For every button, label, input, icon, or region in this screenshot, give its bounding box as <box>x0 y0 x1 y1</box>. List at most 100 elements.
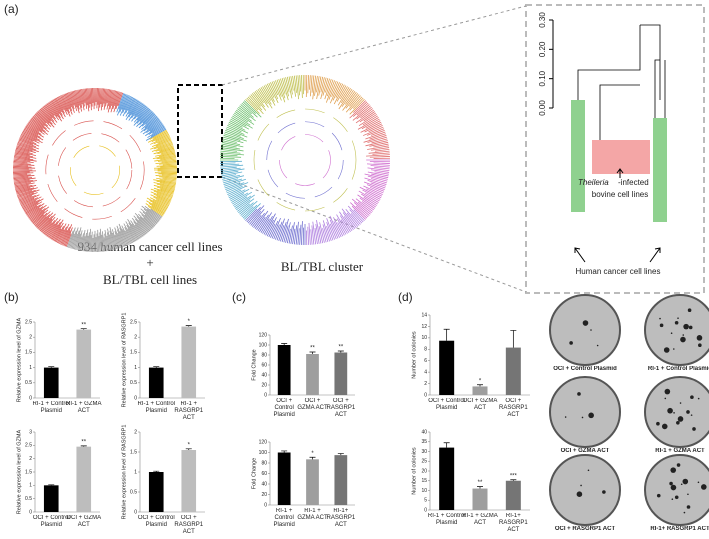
tree-leaf <box>234 194 255 209</box>
tree-leaf <box>99 88 102 108</box>
tree-leaf <box>36 214 51 228</box>
tree-leaf <box>15 150 36 156</box>
tree-leaf <box>20 134 40 144</box>
tree-leaf <box>48 102 63 122</box>
tree-leaf <box>301 75 303 98</box>
tree-leaf <box>365 140 388 147</box>
tree-leaf <box>90 231 93 252</box>
colony <box>697 397 700 400</box>
x-tick-label: RI-1 + GZMA ACT <box>462 513 498 526</box>
tree-leaf <box>43 220 56 235</box>
tree-leaf <box>65 93 72 108</box>
tree-leaf <box>349 101 368 119</box>
tree-leaf <box>23 198 44 211</box>
tree-leaf <box>224 131 244 140</box>
x-tick-label: OCI + Control Plasmid <box>32 515 70 528</box>
tree-leaf <box>76 233 81 251</box>
human-label: Human cancer cell lines <box>576 267 661 276</box>
tree-leaf <box>366 128 385 136</box>
bar <box>472 386 488 395</box>
tree-leaf <box>38 109 53 125</box>
colony <box>672 348 675 350</box>
tree-leaf <box>154 172 177 175</box>
tree-leaf <box>109 234 114 251</box>
tree-leaf <box>117 233 124 248</box>
tree-leaf <box>129 226 139 240</box>
y-tick-label: 12 <box>421 324 427 330</box>
tree-leaf <box>237 198 255 212</box>
tree-leaf <box>249 210 262 225</box>
tree-leaf <box>260 87 272 105</box>
tree-leaf <box>22 200 37 209</box>
y-tick-label: 60 <box>261 362 267 368</box>
tree-leaf <box>227 189 242 197</box>
tree-leaf <box>147 208 161 220</box>
colony <box>588 412 594 419</box>
tree-leaf <box>106 89 112 110</box>
tree-leaf <box>292 75 297 97</box>
tree-leaf <box>367 175 388 182</box>
tree-leaf <box>240 200 258 216</box>
plate <box>644 454 709 526</box>
tree-leaf <box>367 179 386 187</box>
colony <box>587 469 590 472</box>
tree-leaf <box>368 150 390 154</box>
tree-leaf <box>153 141 173 150</box>
tree-leaf <box>156 196 171 203</box>
tree-leaf <box>233 196 248 206</box>
tree-leaf <box>84 229 89 252</box>
tree-leaf <box>245 208 258 222</box>
plate <box>549 454 621 526</box>
tree-leaf <box>100 88 104 111</box>
tree-leaf <box>278 79 286 99</box>
tree-leaf <box>361 193 378 205</box>
colony <box>576 491 583 498</box>
tree-leaf <box>160 185 175 190</box>
tree-leaf <box>148 203 165 214</box>
tree-leaf <box>138 219 150 233</box>
tree-leaf <box>119 227 128 246</box>
y-tick-label: 14 <box>421 312 427 318</box>
tick-label: 0.20 <box>538 41 547 57</box>
tree-leaf <box>126 224 137 242</box>
tree-leaf <box>241 102 258 118</box>
tree-leaf <box>256 89 269 108</box>
bar <box>439 340 455 395</box>
significance: * <box>311 451 314 457</box>
tree-leaf <box>153 193 172 202</box>
tree-leaf <box>18 192 35 200</box>
tree-leaf <box>359 186 382 199</box>
tree-leaf <box>119 94 128 113</box>
tree-leaf <box>312 75 317 100</box>
tree-leaf <box>139 211 156 227</box>
tree-leaf <box>104 233 108 252</box>
tree-leaf <box>77 89 83 108</box>
colony <box>569 341 573 345</box>
x-tick-label: RI-1 + GZMA ACT <box>297 508 328 521</box>
tree-leaf <box>227 123 249 134</box>
tree-leaf <box>221 143 237 148</box>
y-tick-label: 120 <box>259 439 268 445</box>
tree-leaf <box>270 82 279 100</box>
y-tick-label: 2.5 <box>25 319 32 325</box>
bar <box>277 452 291 505</box>
tree-leaf <box>31 211 45 223</box>
tree-leaf <box>130 220 143 238</box>
tree-leaf <box>350 213 361 225</box>
tree-leaf <box>157 137 171 144</box>
y-tick-label: 0 <box>134 395 137 401</box>
tree-leaf <box>41 216 56 233</box>
tree-leaf <box>88 228 91 252</box>
tree-leaf <box>357 117 379 130</box>
tree-leaf <box>76 89 83 112</box>
tree-leaf <box>13 165 32 168</box>
tree-leaf <box>223 135 241 141</box>
tree-leaf <box>133 221 145 236</box>
tree-leaf <box>44 217 59 236</box>
y-tick-label: 0 <box>264 502 267 508</box>
y-axis-label: Number of colonies <box>411 447 417 495</box>
y-tick-label: 2 <box>29 335 32 341</box>
tree-leaf <box>15 187 31 193</box>
tree-leaf <box>24 201 43 213</box>
tree-leaf <box>52 99 63 116</box>
